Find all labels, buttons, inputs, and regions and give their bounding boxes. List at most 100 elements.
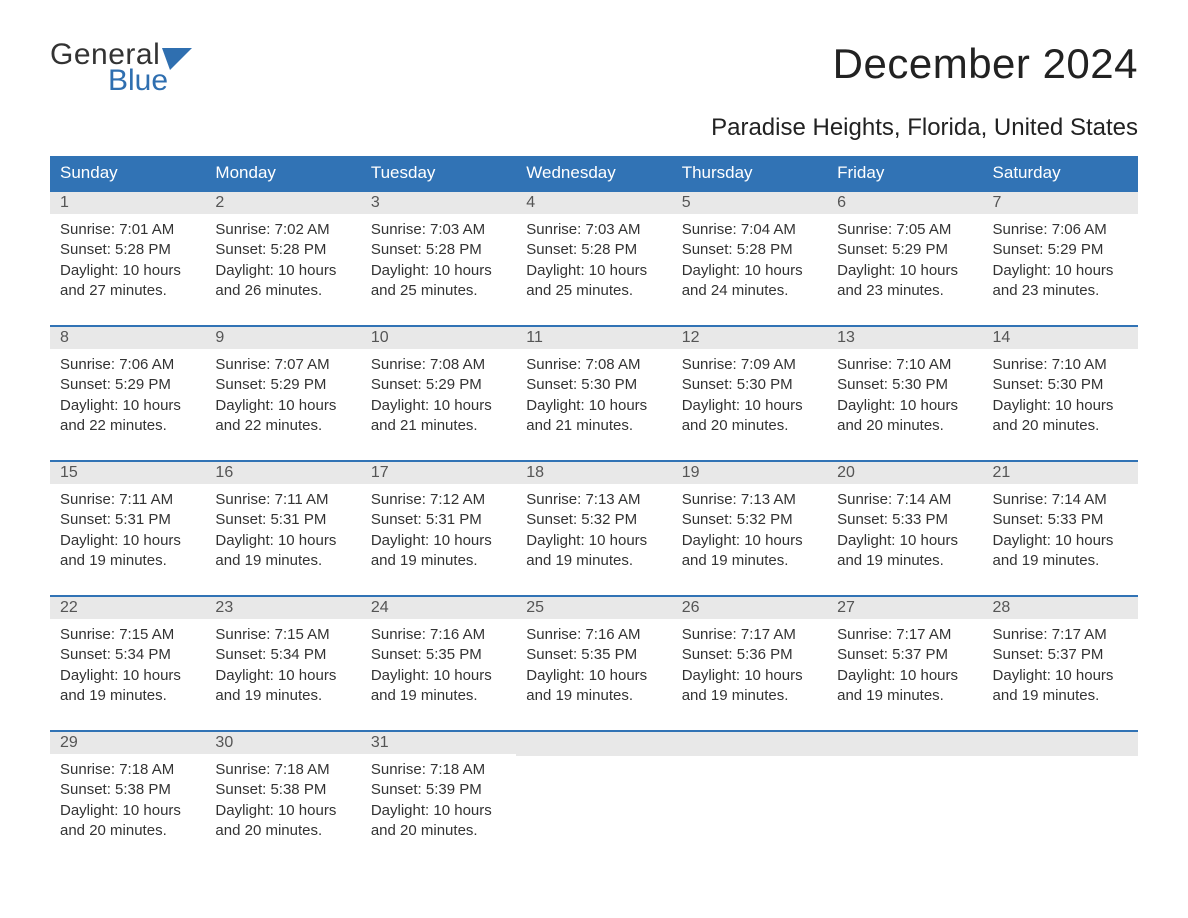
day-number: 17	[361, 462, 516, 484]
day-daylight2: and 19 minutes.	[60, 551, 195, 571]
day-sunset: Sunset: 5:38 PM	[60, 780, 195, 800]
day-number: 15	[50, 462, 205, 484]
day-number: 14	[983, 327, 1138, 349]
day-sunset: Sunset: 5:32 PM	[526, 510, 661, 530]
day-sunrise: Sunrise: 7:11 AM	[60, 490, 195, 510]
header: General Blue December 2024	[50, 40, 1138, 96]
day-sunset: Sunset: 5:28 PM	[682, 240, 817, 260]
day-sunset: Sunset: 5:33 PM	[837, 510, 972, 530]
day-sunset: Sunset: 5:28 PM	[60, 240, 195, 260]
day-sunset: Sunset: 5:29 PM	[371, 375, 506, 395]
logo: General Blue	[50, 40, 192, 96]
day-daylight1: Daylight: 10 hours	[371, 261, 506, 281]
day-sunrise: Sunrise: 7:16 AM	[526, 625, 661, 645]
calendar-cell: 12Sunrise: 7:09 AMSunset: 5:30 PMDayligh…	[672, 327, 827, 446]
day-sunset: Sunset: 5:28 PM	[526, 240, 661, 260]
day-number: 27	[827, 597, 982, 619]
day-number: 25	[516, 597, 671, 619]
day-number: 24	[361, 597, 516, 619]
day-sunset: Sunset: 5:30 PM	[993, 375, 1128, 395]
day-number	[516, 732, 671, 756]
day-details: Sunrise: 7:17 AMSunset: 5:37 PMDaylight:…	[827, 619, 982, 716]
day-sunrise: Sunrise: 7:03 AM	[371, 220, 506, 240]
day-sunset: Sunset: 5:32 PM	[682, 510, 817, 530]
day-daylight2: and 19 minutes.	[993, 686, 1128, 706]
day-sunset: Sunset: 5:35 PM	[371, 645, 506, 665]
calendar-cell: 18Sunrise: 7:13 AMSunset: 5:32 PMDayligh…	[516, 462, 671, 581]
day-sunset: Sunset: 5:34 PM	[215, 645, 350, 665]
day-number: 29	[50, 732, 205, 754]
day-sunset: Sunset: 5:29 PM	[837, 240, 972, 260]
day-daylight1: Daylight: 10 hours	[215, 666, 350, 686]
day-number: 31	[361, 732, 516, 754]
day-number: 30	[205, 732, 360, 754]
day-number: 9	[205, 327, 360, 349]
day-daylight1: Daylight: 10 hours	[215, 396, 350, 416]
day-daylight1: Daylight: 10 hours	[993, 666, 1128, 686]
day-daylight2: and 25 minutes.	[371, 281, 506, 301]
day-number	[827, 732, 982, 756]
day-number: 5	[672, 192, 827, 214]
calendar-cell: 15Sunrise: 7:11 AMSunset: 5:31 PMDayligh…	[50, 462, 205, 581]
day-details: Sunrise: 7:11 AMSunset: 5:31 PMDaylight:…	[50, 484, 205, 581]
day-daylight2: and 20 minutes.	[682, 416, 817, 436]
day-details: Sunrise: 7:15 AMSunset: 5:34 PMDaylight:…	[50, 619, 205, 716]
day-sunset: Sunset: 5:29 PM	[215, 375, 350, 395]
month-title: December 2024	[833, 40, 1138, 88]
logo-word2: Blue	[108, 66, 192, 96]
day-daylight1: Daylight: 10 hours	[837, 666, 972, 686]
calendar-cell	[672, 732, 827, 851]
day-daylight2: and 24 minutes.	[682, 281, 817, 301]
calendar-cell: 21Sunrise: 7:14 AMSunset: 5:33 PMDayligh…	[983, 462, 1138, 581]
day-details: Sunrise: 7:01 AMSunset: 5:28 PMDaylight:…	[50, 214, 205, 311]
day-daylight2: and 20 minutes.	[60, 821, 195, 841]
day-daylight1: Daylight: 10 hours	[215, 531, 350, 551]
day-sunrise: Sunrise: 7:15 AM	[60, 625, 195, 645]
calendar-cell: 7Sunrise: 7:06 AMSunset: 5:29 PMDaylight…	[983, 192, 1138, 311]
day-daylight1: Daylight: 10 hours	[371, 666, 506, 686]
calendar-cell: 9Sunrise: 7:07 AMSunset: 5:29 PMDaylight…	[205, 327, 360, 446]
day-details: Sunrise: 7:13 AMSunset: 5:32 PMDaylight:…	[516, 484, 671, 581]
day-daylight2: and 20 minutes.	[993, 416, 1128, 436]
day-daylight1: Daylight: 10 hours	[837, 261, 972, 281]
calendar-cell: 2Sunrise: 7:02 AMSunset: 5:28 PMDaylight…	[205, 192, 360, 311]
day-number: 13	[827, 327, 982, 349]
day-daylight2: and 19 minutes.	[526, 686, 661, 706]
day-number: 1	[50, 192, 205, 214]
day-daylight1: Daylight: 10 hours	[60, 666, 195, 686]
day-number: 11	[516, 327, 671, 349]
day-sunset: Sunset: 5:36 PM	[682, 645, 817, 665]
day-sunrise: Sunrise: 7:10 AM	[837, 355, 972, 375]
calendar-cell: 14Sunrise: 7:10 AMSunset: 5:30 PMDayligh…	[983, 327, 1138, 446]
week-row: 22Sunrise: 7:15 AMSunset: 5:34 PMDayligh…	[50, 595, 1138, 716]
day-details: Sunrise: 7:05 AMSunset: 5:29 PMDaylight:…	[827, 214, 982, 311]
day-number: 19	[672, 462, 827, 484]
day-sunrise: Sunrise: 7:14 AM	[993, 490, 1128, 510]
day-details: Sunrise: 7:06 AMSunset: 5:29 PMDaylight:…	[983, 214, 1138, 311]
day-details: Sunrise: 7:10 AMSunset: 5:30 PMDaylight:…	[983, 349, 1138, 446]
day-daylight1: Daylight: 10 hours	[215, 801, 350, 821]
day-daylight2: and 19 minutes.	[215, 551, 350, 571]
day-sunrise: Sunrise: 7:18 AM	[60, 760, 195, 780]
day-sunrise: Sunrise: 7:06 AM	[60, 355, 195, 375]
day-details: Sunrise: 7:03 AMSunset: 5:28 PMDaylight:…	[361, 214, 516, 311]
day-daylight2: and 19 minutes.	[682, 551, 817, 571]
day-header-cell: Sunday	[50, 156, 205, 190]
day-details: Sunrise: 7:15 AMSunset: 5:34 PMDaylight:…	[205, 619, 360, 716]
day-sunrise: Sunrise: 7:11 AM	[215, 490, 350, 510]
day-sunrise: Sunrise: 7:02 AM	[215, 220, 350, 240]
day-header-cell: Thursday	[672, 156, 827, 190]
day-number: 28	[983, 597, 1138, 619]
calendar-cell: 31Sunrise: 7:18 AMSunset: 5:39 PMDayligh…	[361, 732, 516, 851]
day-sunrise: Sunrise: 7:01 AM	[60, 220, 195, 240]
day-details: Sunrise: 7:09 AMSunset: 5:30 PMDaylight:…	[672, 349, 827, 446]
day-details: Sunrise: 7:17 AMSunset: 5:37 PMDaylight:…	[983, 619, 1138, 716]
day-header-cell: Tuesday	[361, 156, 516, 190]
day-sunset: Sunset: 5:28 PM	[215, 240, 350, 260]
day-daylight1: Daylight: 10 hours	[682, 531, 817, 551]
day-sunrise: Sunrise: 7:16 AM	[371, 625, 506, 645]
day-sunset: Sunset: 5:33 PM	[993, 510, 1128, 530]
day-sunset: Sunset: 5:35 PM	[526, 645, 661, 665]
day-header-cell: Saturday	[983, 156, 1138, 190]
day-number: 23	[205, 597, 360, 619]
